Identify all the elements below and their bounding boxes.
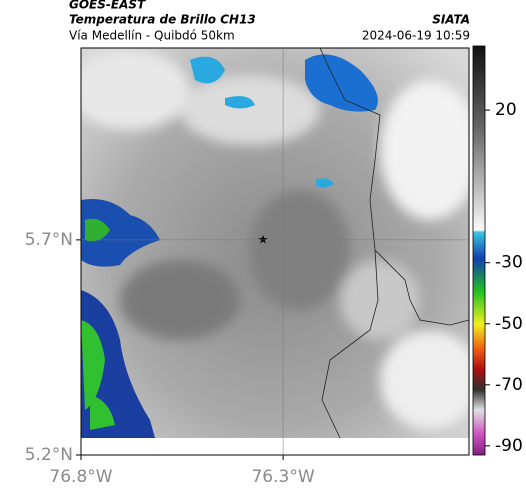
source: GOES-EAST bbox=[69, 0, 146, 12]
colorbar-label: 20 bbox=[495, 100, 517, 120]
subtitle: Vía Medellín - Quibdó 50km bbox=[69, 29, 235, 43]
colorbar-label: -70 bbox=[495, 375, 523, 395]
title: Temperatura de Brillo CH13 bbox=[69, 13, 256, 27]
lon-label: 76.8°W bbox=[49, 467, 112, 487]
lon-label: 76.3°W bbox=[251, 467, 314, 487]
lat-label: 5.2°N bbox=[25, 445, 73, 465]
colorbar-label: -50 bbox=[495, 314, 523, 334]
org: SIATA bbox=[432, 13, 470, 27]
colorbar-label: -90 bbox=[495, 436, 523, 456]
colorbar bbox=[472, 45, 486, 456]
location-star: ★ bbox=[258, 233, 269, 247]
map-frame bbox=[80, 47, 470, 456]
datetime: 2024-06-19 10:59 bbox=[362, 29, 470, 43]
colorbar-label: -30 bbox=[495, 253, 523, 273]
satellite-image bbox=[81, 48, 469, 438]
lat-label: 5.7°N bbox=[25, 230, 73, 250]
